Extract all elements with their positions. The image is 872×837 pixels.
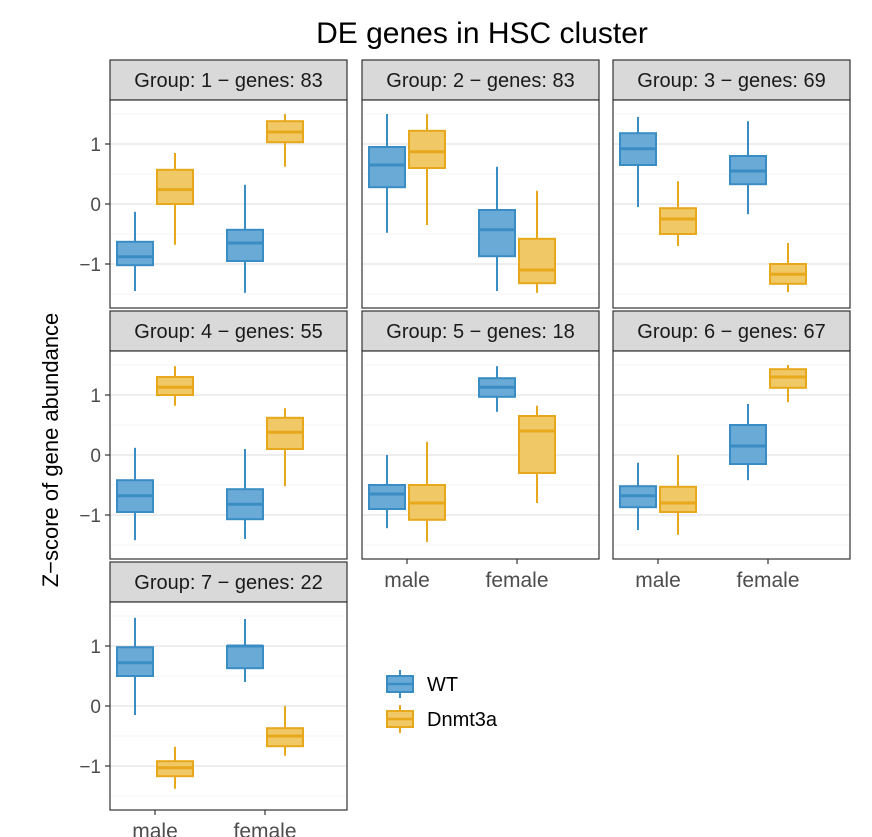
legend: WT Dnmt3a: [386, 670, 498, 733]
facet-panel-1: Group: 1 − genes: 83 −1 0 1: [79, 59, 348, 309]
y-tick-label: 1: [90, 135, 101, 156]
facet-strip-label: Group: 3 − genes: 69: [637, 70, 825, 92]
box-male-wt: [368, 455, 406, 529]
facet-strip: [109, 310, 348, 352]
facet-strip: [109, 59, 348, 101]
box-iqr: [478, 209, 516, 258]
box-female-wt: [478, 366, 516, 412]
x-tick-label: female: [736, 569, 799, 592]
box-iqr: [368, 484, 406, 510]
x-tick-label: female: [233, 820, 296, 837]
facet-panel-7: Group: 7 − genes: 22 −1 0 1 male female: [79, 561, 348, 837]
box-female-dnmt3a: [769, 243, 807, 293]
x-tick-label: male: [132, 820, 178, 837]
panel-border: [612, 99, 851, 309]
box-female-wt: [729, 121, 767, 215]
box-female-dnmt3a: [518, 405, 556, 503]
x-tick-label: female: [485, 569, 548, 592]
box-female-wt: [226, 619, 264, 682]
box-iqr: [226, 228, 264, 263]
box-iqr: [659, 485, 697, 513]
box-female-dnmt3a: [266, 408, 304, 487]
legend-label: Dnmt3a: [427, 709, 498, 731]
x-tick-label: male: [635, 569, 681, 592]
box-iqr: [659, 207, 697, 235]
box-male-dnmt3a: [156, 366, 194, 406]
facet-strip-label: Group: 5 − genes: 18: [386, 321, 574, 343]
box-male-dnmt3a: [156, 153, 194, 245]
box-male-dnmt3a: [408, 441, 446, 542]
box-iqr: [408, 129, 446, 170]
legend-label: WT: [427, 674, 458, 696]
facet-strip: [361, 59, 600, 101]
box-male-wt: [368, 114, 406, 233]
box-male-wt: [619, 117, 657, 207]
box-iqr: [116, 240, 154, 267]
legend-entry-dnmt3a: Dnmt3a: [386, 705, 498, 733]
panel-border: [612, 350, 851, 560]
box-male-wt: [116, 447, 154, 541]
box-iqr: [226, 645, 264, 670]
panel-border: [361, 99, 600, 309]
facet-panels: Group: 1 − genes: 83 −1 0 1 Group: 2 − genes…: [79, 59, 851, 837]
box-male-dnmt3a: [659, 181, 697, 246]
facet-panel-4: Group: 4 − genes: 55 −1 0 1: [79, 310, 348, 560]
legend-entry-wt: WT: [386, 670, 458, 698]
facet-strip-label: Group: 6 − genes: 67: [637, 321, 825, 343]
facet-panel-5: Group: 5 − genes: 18 male female: [361, 310, 600, 592]
x-tick-label: male: [384, 569, 430, 592]
y-tick-label: 1: [90, 386, 101, 407]
box-female-wt: [226, 184, 264, 293]
facet-strip-label: Group: 7 − genes: 22: [134, 572, 322, 594]
box-female-wt: [226, 449, 264, 539]
box-male-dnmt3a: [408, 114, 446, 225]
box-iqr: [518, 415, 556, 474]
facet-strip-label: Group: 1 − genes: 83: [134, 70, 322, 92]
y-tick-label: 0: [90, 697, 101, 718]
box-iqr: [518, 237, 556, 285]
box-male-wt: [116, 211, 154, 291]
box-male-dnmt3a: [659, 455, 697, 535]
facet-strip-label: Group: 2 − genes: 83: [386, 70, 574, 92]
box-iqr: [156, 168, 194, 206]
box-male-wt: [619, 462, 657, 530]
y-tick-label: 0: [90, 195, 101, 216]
facet-panel-6: Group: 6 − genes: 67 male female: [612, 310, 851, 592]
facet-strip: [361, 310, 600, 352]
box-female-wt: [729, 404, 767, 481]
facet-panel-3: Group: 3 − genes: 69: [612, 59, 851, 309]
y-tick-label: −1: [79, 255, 101, 276]
chart-title: DE genes in HSC cluster: [316, 17, 648, 50]
box-male-wt: [116, 617, 154, 715]
y-tick-label: −1: [79, 757, 101, 778]
box-female-dnmt3a: [518, 190, 556, 293]
y-tick-label: −1: [79, 506, 101, 527]
box-female-wt: [478, 166, 516, 291]
box-female-dnmt3a: [266, 114, 304, 167]
box-female-dnmt3a: [769, 365, 807, 403]
facet-strip-label: Group: 4 − genes: 55: [134, 321, 322, 343]
box-iqr: [368, 146, 406, 189]
facet-panel-2: Group: 2 − genes: 83: [361, 59, 600, 309]
box-female-dnmt3a: [266, 706, 304, 756]
y-tick-label: 0: [90, 446, 101, 467]
facet-strip: [612, 59, 851, 101]
y-axis-label: Z−score of gene abundance: [38, 313, 63, 588]
panel-border: [361, 350, 600, 560]
y-tick-label: 1: [90, 637, 101, 658]
box-male-dnmt3a: [156, 746, 194, 789]
